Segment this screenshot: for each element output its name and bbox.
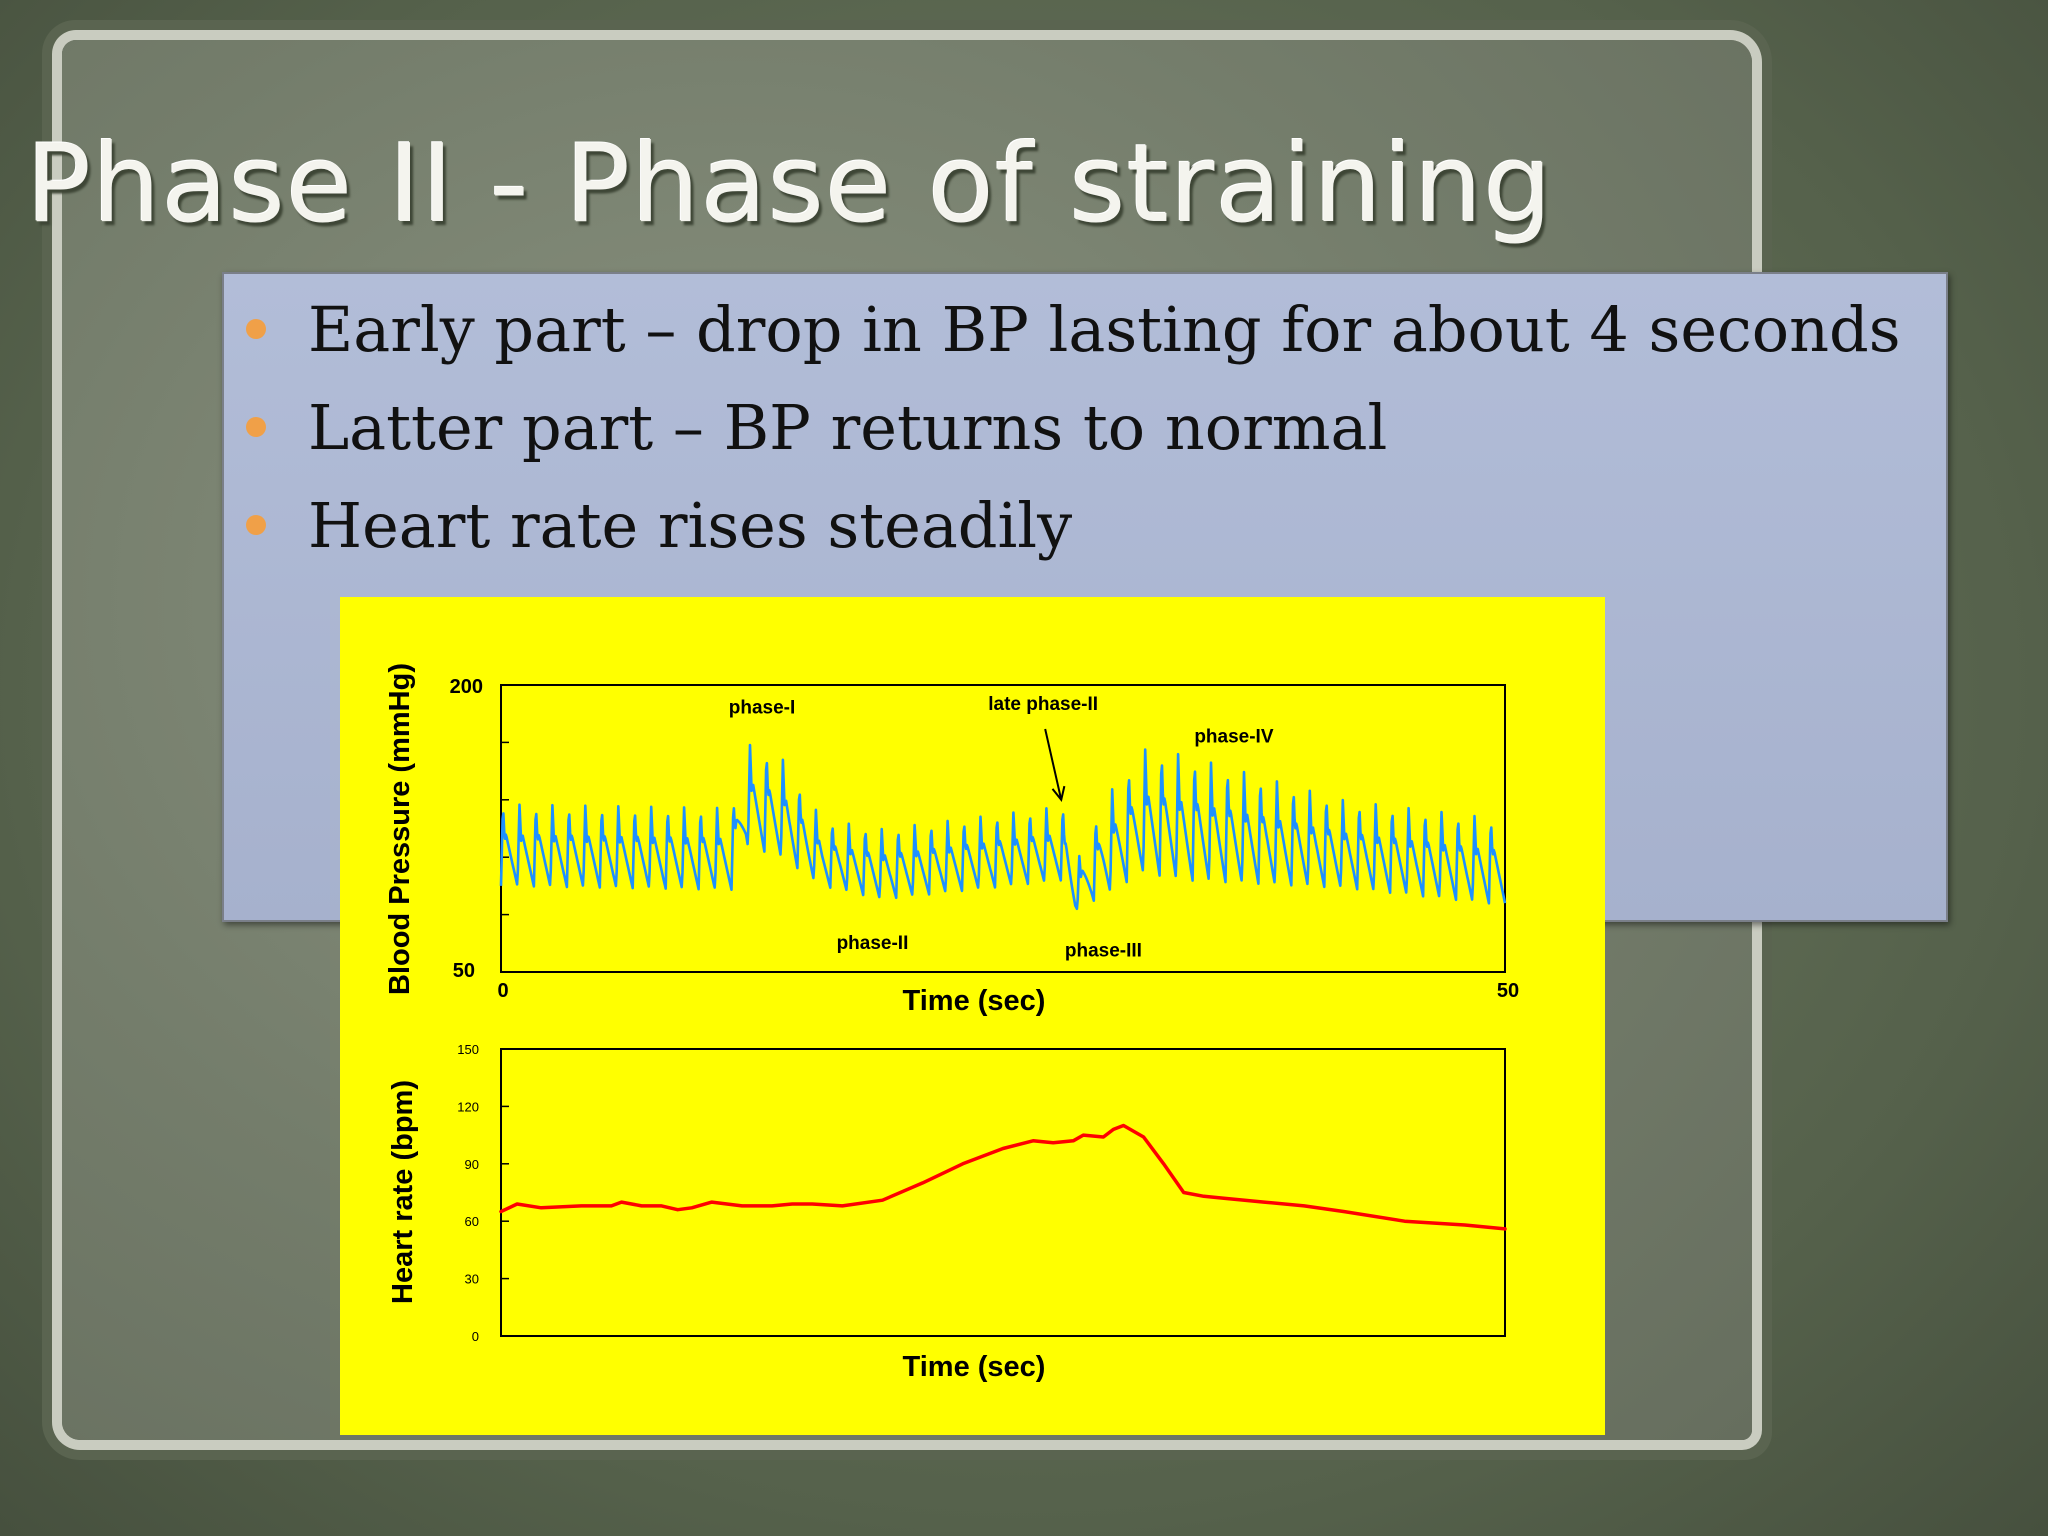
bp-annotation-label: phase-IV bbox=[1194, 726, 1274, 747]
bp-plot-frame bbox=[500, 684, 1506, 973]
bp-y-axis-label: Blood Pressure (mmHg) bbox=[384, 663, 416, 995]
bp-x-axis-label: Time (sec) bbox=[903, 985, 1046, 1017]
hr-y-tick-label: 0 bbox=[472, 1329, 479, 1344]
bullet-text: Early part – drop in BP lasting for abou… bbox=[308, 292, 1901, 366]
bullet-item-1: Early part – drop in BP lasting for abou… bbox=[246, 284, 1926, 374]
hr-y-tick-label: 60 bbox=[465, 1214, 479, 1229]
valsalva-chart-figure: 200 50 0 50 Time (sec) Blood Pressure (m… bbox=[340, 597, 1605, 1435]
bp-trace-line bbox=[499, 743, 1507, 911]
chart-canvas: 200 50 0 50 Time (sec) Blood Pressure (m… bbox=[384, 663, 1519, 1383]
hr-trace-group bbox=[499, 1123, 1507, 1231]
bp-y-tick-label: 200 bbox=[450, 676, 483, 698]
hr-y-tick-label: 150 bbox=[457, 1042, 479, 1057]
hr-trace-line bbox=[499, 1123, 1507, 1231]
hr-y-ticks: 0 30 60 90 120 150 bbox=[457, 1042, 509, 1344]
bp-annotations: phase-I late phase-II phase-IV phase-II phas… bbox=[729, 694, 1274, 962]
hr-y-tick-label: 120 bbox=[457, 1099, 479, 1114]
bp-y-tick-label: 50 bbox=[453, 960, 475, 982]
bullet-item-3: Heart rate rises steadily bbox=[246, 480, 1926, 570]
hr-y-tick-label: 90 bbox=[465, 1157, 479, 1172]
annotation-arrow-head-icon bbox=[1051, 785, 1066, 803]
bp-annotation-label: late phase-II bbox=[988, 694, 1098, 715]
bullet-text: Latter part – BP returns to normal bbox=[308, 390, 1388, 464]
bullet-text: Heart rate rises steadily bbox=[308, 488, 1073, 562]
hr-y-tick-label: 30 bbox=[465, 1272, 479, 1287]
hr-y-axis-label: Heart rate (bpm) bbox=[387, 1080, 419, 1304]
bp-annotation-label: phase-III bbox=[1065, 941, 1142, 962]
bp-x-tick-label: 0 bbox=[497, 980, 508, 1002]
hr-plot-frame bbox=[500, 1048, 1506, 1337]
bp-y-ticks bbox=[501, 684, 509, 973]
bullet-item-2: Latter part – BP returns to normal bbox=[246, 382, 1926, 472]
bp-x-tick-label: 50 bbox=[1497, 980, 1519, 1002]
bullet-dot-icon bbox=[246, 417, 266, 437]
bp-annotation-label: phase-I bbox=[729, 698, 796, 719]
bullet-dot-icon bbox=[246, 319, 266, 339]
hr-x-axis-label: Time (sec) bbox=[903, 1351, 1046, 1383]
bp-trace-group bbox=[499, 743, 1507, 911]
annotation-arrow-shaft bbox=[1044, 728, 1063, 801]
bp-annotation-label: phase-II bbox=[837, 933, 909, 954]
slide-title: Phase II - Phase of straining bbox=[26, 122, 1554, 247]
bullet-dot-icon bbox=[246, 515, 266, 535]
